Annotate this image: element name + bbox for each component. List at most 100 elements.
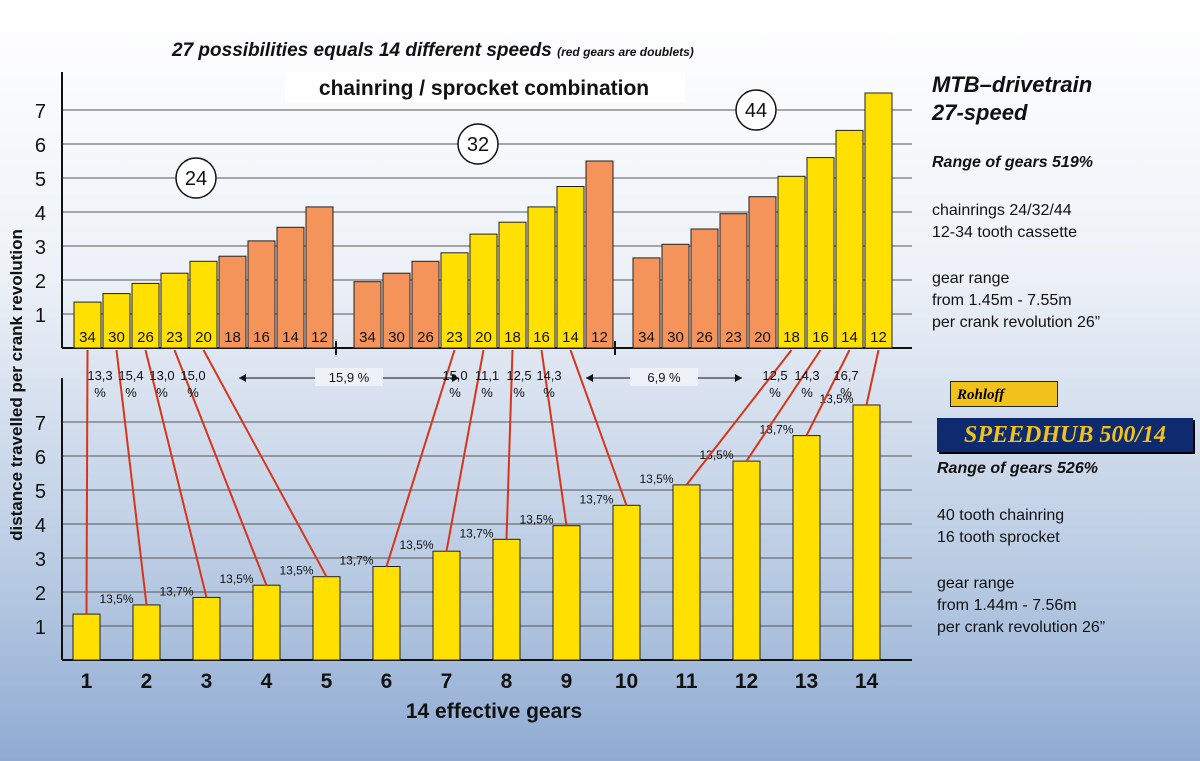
top-step-percent-unit: % (513, 385, 525, 400)
bottom-bar (672, 484, 701, 661)
top-y-tick-label: 3 (35, 237, 46, 259)
top-y-tick-label: 2 (35, 271, 46, 293)
bottom-bar (852, 404, 881, 661)
top-y-tick-label: 4 (35, 203, 46, 225)
sprocket-label: 26 (696, 329, 713, 346)
bottom-step-percent: 13,5% (399, 538, 433, 552)
sprocket-label: 12 (870, 329, 887, 346)
gear-number-label: 12 (735, 670, 758, 693)
top-step-percent-value: 12,5 (762, 368, 787, 383)
gear-number-label: 3 (201, 670, 213, 693)
top-bar (411, 260, 440, 349)
gear-connection-line (115, 349, 148, 606)
bottom-y-tick-label: 7 (35, 413, 46, 435)
top-bar (690, 228, 719, 349)
top-bar (440, 252, 469, 349)
top-step-percent-value: 11,1 (475, 368, 499, 383)
sprocket-label: 30 (108, 329, 125, 346)
y-axis-label: distance travelled per crank revolution (7, 229, 26, 541)
bottom-step-percent: 13,5% (639, 472, 673, 486)
bottom-step-percent: 13,7% (759, 423, 793, 437)
gear-connection-line (85, 349, 89, 615)
top-step-percent: 6,9 % (647, 370, 681, 385)
top-bar (632, 257, 661, 349)
step-arrow-label-bg (630, 368, 698, 386)
chart-title: chainring / sprocket combination (319, 77, 649, 100)
bottom-bar (552, 525, 581, 661)
top-step-percent-value: 13,0 (149, 368, 174, 383)
gear-number-label: 13 (795, 670, 818, 693)
gear-connection-line (805, 349, 851, 437)
top-bar (498, 221, 527, 349)
sprocket-label: 18 (504, 329, 521, 346)
sprocket-label: 12 (311, 329, 328, 346)
sprocket-label: 20 (195, 329, 212, 346)
sprocket-label: 14 (282, 329, 299, 346)
top-bar (305, 206, 334, 349)
sprocket-label: 26 (137, 329, 154, 346)
chainring-label: 24 (185, 168, 207, 190)
sprocket-label: 16 (812, 329, 829, 346)
sprocket-label: 34 (359, 329, 376, 346)
bottom-step-percent: 13,7% (459, 526, 493, 540)
speedhub-logo: SPEEDHUB 500/14 (937, 418, 1193, 452)
gear-connection-line (173, 349, 268, 586)
gear-number-label: 5 (321, 670, 333, 693)
sprocket-label: 23 (446, 329, 463, 346)
sprocket-label: 14 (841, 329, 858, 346)
bottom-step-percent: 13,5% (99, 592, 133, 606)
gear-number-label: 1 (81, 670, 93, 693)
bottom-bar (372, 566, 401, 661)
gear-connection-line (202, 349, 328, 578)
bottom-bar (312, 576, 341, 661)
bottom-y-tick-label: 2 (35, 583, 46, 605)
bottom-y-tick-label: 1 (35, 617, 46, 639)
sprocket-label: 12 (591, 329, 608, 346)
top-bar (864, 92, 893, 349)
top-step-percent-value: 13,3 (87, 368, 112, 383)
sprocket-label: 18 (783, 329, 800, 346)
gear-connection-line (745, 349, 822, 462)
step-arrow-label-bg (315, 368, 383, 386)
top-bar (748, 196, 777, 349)
hub-gear-range-3: per crank revolution 26” (937, 619, 1106, 636)
gear-number-label: 9 (561, 670, 573, 693)
top-bar (131, 282, 160, 349)
top-step-percent-unit: % (769, 385, 781, 400)
sprocket-label: 34 (79, 329, 96, 346)
top-bar (585, 160, 614, 349)
bottom-step-percent: 13,5% (279, 564, 313, 578)
top-step-percent-unit: % (156, 385, 168, 400)
gear-connection-line (865, 349, 880, 406)
gear-number-label: 14 (855, 670, 879, 693)
gear-number-label: 8 (501, 670, 513, 693)
top-step-percent-unit: % (840, 385, 852, 400)
x-axis-label: 14 effective gears (406, 700, 582, 723)
hub-gear-range-1: gear range (937, 575, 1015, 592)
top-bar (276, 226, 305, 349)
gear-connection-line (569, 349, 628, 506)
top-step-percent-value: 14,3 (794, 368, 819, 383)
bottom-step-percent: 13,7% (579, 492, 613, 506)
top-step-percent-value: 14,3 (536, 368, 561, 383)
chainring-circle (457, 123, 499, 165)
top-step-percent-value: 12,5 (506, 368, 531, 383)
headline-note: (red gears are doublets) (557, 45, 694, 59)
top-bar (835, 129, 864, 349)
gear-number-label: 4 (261, 670, 273, 693)
sprocket-label: 16 (533, 329, 550, 346)
hub-gear-range-2: from 1.44m - 7.56m (937, 597, 1077, 614)
rohloff-logo: Rohloff (950, 381, 1058, 407)
sprocket-label: 20 (475, 329, 492, 346)
top-step-percent-value: 15,4 (118, 368, 143, 383)
bottom-bar (612, 504, 641, 661)
hub-range: Range of gears 526% (937, 460, 1098, 477)
top-y-tick-label: 7 (35, 101, 46, 123)
mtb-gear-range-2: from 1.45m - 7.55m (932, 292, 1072, 309)
hub-spec-1: 40 tooth chainring (937, 507, 1065, 524)
bottom-step-percent: 13,5% (219, 572, 253, 586)
top-bar (777, 175, 806, 349)
top-bar (719, 213, 748, 349)
